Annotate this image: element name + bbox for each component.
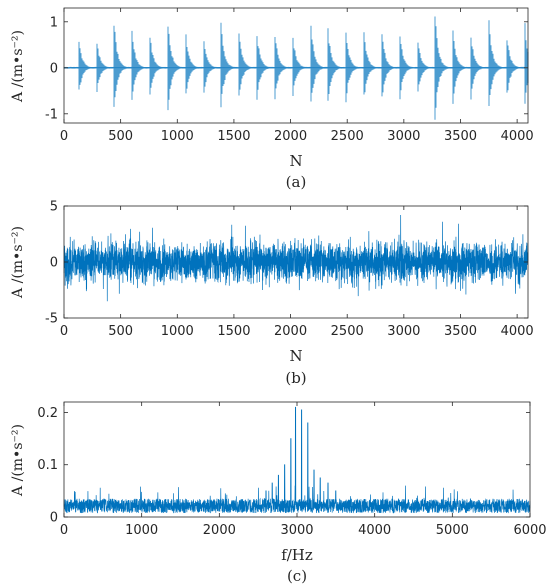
panel-a-caption: (a)	[286, 173, 307, 191]
panel-a-signal	[63, 16, 529, 120]
panel-c-xtick-label: 6000	[513, 523, 546, 538]
panel-a-xtick-label: 0	[60, 129, 68, 144]
panel-a-xlabel: N	[289, 152, 302, 170]
panel-c-xlabel: f/Hz	[281, 546, 313, 564]
panel-b-xtick-label: 1000	[161, 324, 194, 339]
panel-a-ytick-label: -1	[45, 107, 58, 122]
panel-a-ticks: 0 500 1000 1500 2000 2500 3000 3500 4000-101	[45, 8, 534, 144]
panel-a: 0 500 1000 1500 2000 2500 3000 3500 4000-101 N A…	[10, 7, 534, 191]
panel-b-xtick-label: 2500	[331, 324, 364, 339]
panel-a-frame	[63, 7, 529, 124]
panel-c-xtick-label: 5000	[436, 523, 469, 538]
panel-b-ytick-label: 0	[50, 256, 58, 271]
panel-a-xtick-label: 2500	[331, 129, 364, 144]
panel-a-xtick-label: 1000	[161, 129, 194, 144]
panel-b-xtick-label: 0	[60, 324, 68, 339]
panel-b-ytick-label: 5	[50, 200, 58, 215]
panel-a-xtick-label: 3000	[387, 129, 420, 144]
panel-c-ytick-label: 0.2	[37, 406, 58, 421]
panel-c-xtick-label: 1000	[125, 523, 158, 538]
panel-c-ylabel: A /(m•s⁻²)	[10, 424, 26, 497]
panel-c-caption: (c)	[287, 567, 307, 585]
panel-b-xtick-label: 4000	[501, 324, 534, 339]
panel-b-xtick-label: 3000	[387, 324, 420, 339]
panel-b-xtick-label: 1500	[217, 324, 250, 339]
panel-c-xtick-label: 4000	[358, 523, 391, 538]
panel-a-ytick-label: 1	[50, 15, 58, 30]
panel-b-caption: (b)	[285, 369, 306, 387]
panel-c-ytick-label: 0.1	[37, 458, 58, 473]
panel-c-ytick-label: 0	[50, 511, 58, 526]
panel-b-xlabel: N	[289, 347, 302, 365]
panel-b-ticks: 0 500 1000 1500 2000 2500 3000 3500 4000-505	[45, 200, 534, 340]
panel-c-signal	[63, 406, 531, 514]
panel-a-xtick-label: 2000	[274, 129, 307, 144]
panel-b-xtick-label: 3500	[444, 324, 477, 339]
panel-a-xtick-label: 3500	[444, 129, 477, 144]
panel-a-ytick-label: 0	[50, 61, 58, 76]
panel-b-xtick-label: 500	[108, 324, 133, 339]
panel-b-ytick-label: -5	[45, 312, 58, 327]
panel-c-xtick-label: 3000	[280, 523, 313, 538]
panel-a-ylabel: A /(m•s⁻²)	[10, 30, 26, 103]
panel-c-ticks: 0 1000 2000 3000 4000 5000 6000 0 0.1 0.2	[37, 402, 547, 538]
panel-b: 0 500 1000 1500 2000 2500 3000 3500 4000-505 N A…	[10, 200, 534, 388]
panel-b-signal	[63, 214, 529, 302]
panel-c-xtick-label: 2000	[203, 523, 236, 538]
panel-b-ylabel: A /(m•s⁻²)	[10, 226, 26, 299]
panel-c: 0 1000 2000 3000 4000 5000 6000 0 0.1 0.2 f/Hz A …	[10, 401, 547, 585]
panel-a-xtick-label: 4000	[501, 129, 534, 144]
panel-c-xtick-label: 0	[60, 523, 68, 538]
panel-a-xtick-label: 1500	[217, 129, 250, 144]
panel-a-xtick-label: 500	[108, 129, 133, 144]
panel-b-xtick-label: 2000	[274, 324, 307, 339]
